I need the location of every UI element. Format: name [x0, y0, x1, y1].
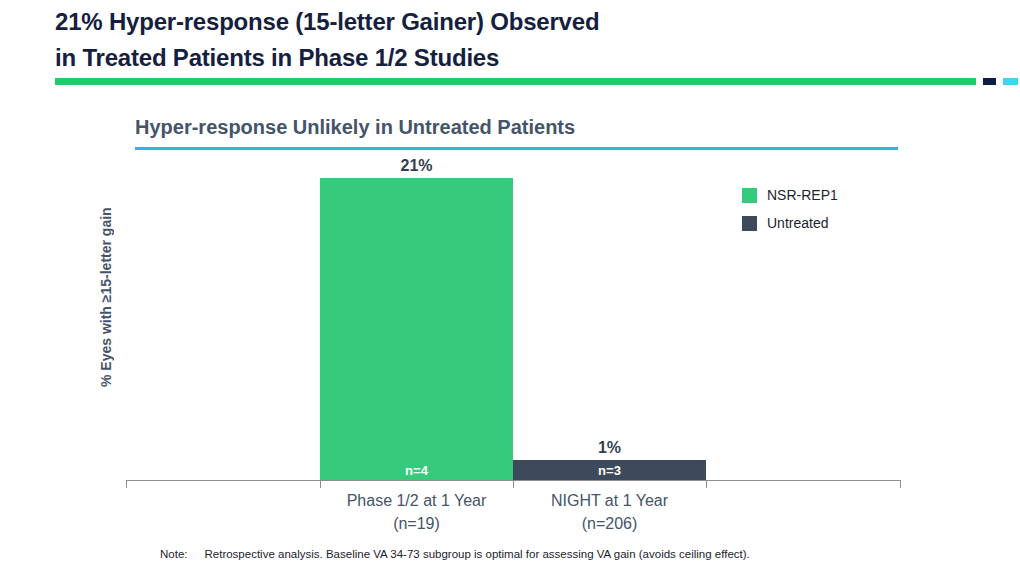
footnote-text: Retrospective analysis. Baseline VA 34-7… — [205, 548, 750, 560]
bar-untreated: n=3 — [513, 460, 706, 480]
slide-title-line1: 21% Hyper-response (15-letter Gainer) Ob… — [55, 4, 599, 40]
x-axis-tick — [513, 480, 514, 488]
legend-label: NSR-REP1 — [767, 187, 838, 203]
footnote-label: Note: — [160, 548, 188, 560]
legend-swatch-green — [742, 188, 757, 203]
title-divider-green-bar — [55, 78, 976, 85]
bar-n-label: n=4 — [320, 463, 513, 478]
value-label: 1% — [598, 439, 621, 457]
footnote: Note: Retrospective analysis. Baseline V… — [160, 548, 750, 560]
category-line2: (n=19) — [320, 512, 513, 535]
slide-title: 21% Hyper-response (15-letter Gainer) Ob… — [55, 4, 599, 76]
slide-title-line2: in Treated Patients in Phase 1/2 Studies — [55, 40, 599, 76]
category-line2: (n=206) — [513, 512, 706, 535]
y-axis-label: % Eyes with ≥15-letter gain — [93, 160, 119, 435]
title-divider-navy-square — [983, 78, 996, 85]
x-axis-tick — [706, 480, 707, 488]
category-label-night: NIGHT at 1 Year (n=206) — [513, 489, 706, 535]
legend-swatch-dark — [742, 216, 757, 231]
bar-group-phase12: 21% n=4 — [320, 157, 513, 480]
x-axis-tick — [320, 480, 321, 488]
x-axis-tick — [126, 480, 127, 488]
bar-group-night: 1% n=3 — [513, 439, 706, 480]
title-divider-cyan-square — [1003, 78, 1018, 85]
category-line1: NIGHT at 1 Year — [513, 489, 706, 512]
legend-label: Untreated — [767, 215, 828, 231]
legend-item-nsr-rep1: NSR-REP1 — [742, 187, 838, 203]
legend-item-untreated: Untreated — [742, 215, 838, 231]
category-label-phase12: Phase 1/2 at 1 Year (n=19) — [320, 489, 513, 535]
slide: 21% Hyper-response (15-letter Gainer) Ob… — [0, 0, 1020, 586]
bar-nsr-rep1: n=4 — [320, 178, 513, 480]
x-axis-tick — [900, 480, 901, 488]
legend: NSR-REP1 Untreated — [742, 187, 838, 243]
bar-n-label: n=3 — [513, 463, 706, 478]
category-line1: Phase 1/2 at 1 Year — [320, 489, 513, 512]
chart-title-underline — [135, 147, 898, 150]
chart-title: Hyper-response Unlikely in Untreated Pat… — [135, 116, 575, 139]
value-label: 21% — [400, 157, 432, 175]
